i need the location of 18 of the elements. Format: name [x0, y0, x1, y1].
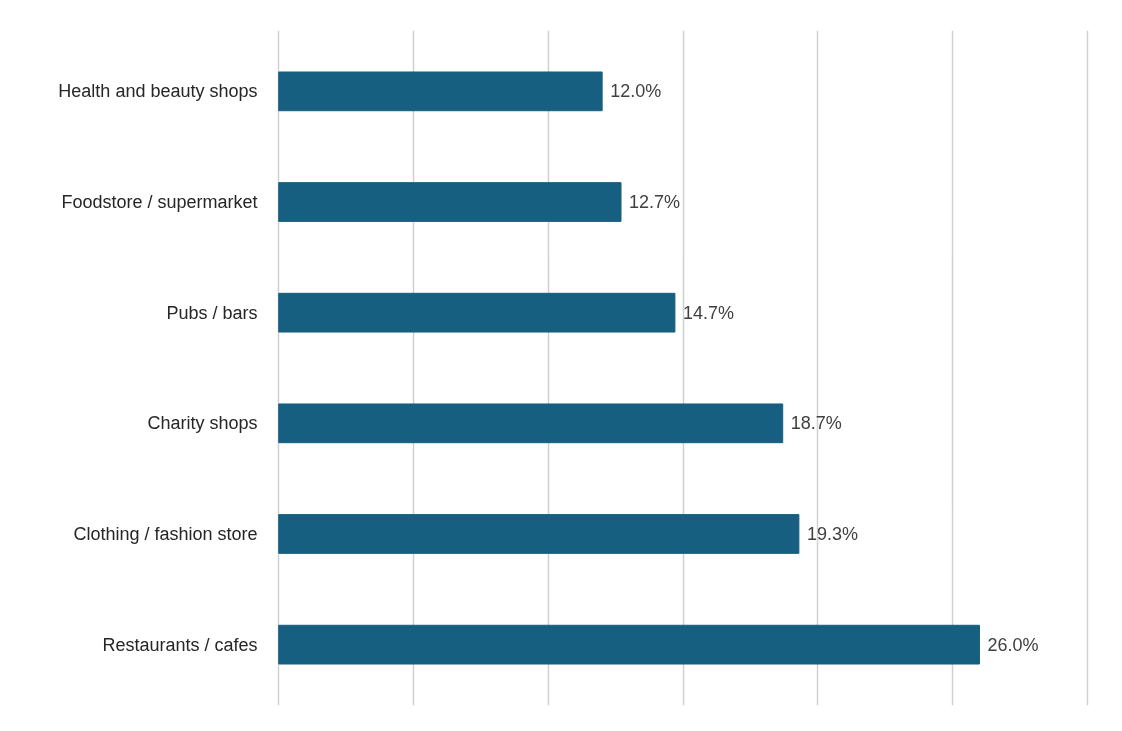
y-tick-label: Health and beauty shops — [58, 81, 258, 102]
y-tick-label: Foodstore / supermarket — [61, 192, 258, 213]
bar — [278, 182, 622, 222]
y-tick-label: Charity shops — [147, 413, 258, 434]
bar — [278, 624, 980, 665]
y-tick-label: Restaurants / cafes — [102, 634, 258, 655]
data-label: 14.7% — [682, 302, 734, 323]
bar — [278, 71, 603, 112]
y-tick-label: Clothing / fashion store — [73, 523, 258, 544]
y-tick-label: Pubs / bars — [166, 302, 258, 323]
bar — [278, 403, 784, 444]
data-label: 26.0% — [987, 634, 1039, 655]
data-label: 18.7% — [790, 413, 842, 434]
bar — [278, 292, 676, 333]
data-label: 19.3% — [806, 523, 858, 544]
data-label: 12.7% — [629, 192, 681, 213]
data-label: 12.0% — [610, 81, 662, 102]
bar — [278, 514, 800, 554]
